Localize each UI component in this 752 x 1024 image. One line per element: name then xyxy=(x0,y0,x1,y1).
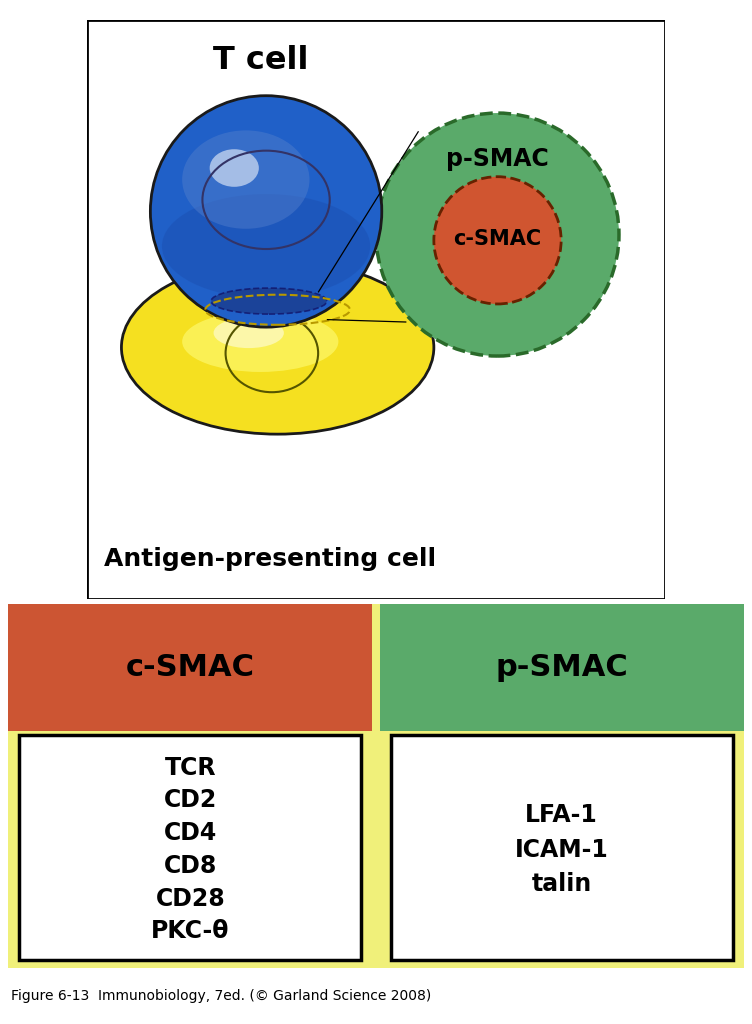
Text: p-SMAC: p-SMAC xyxy=(446,147,549,171)
Ellipse shape xyxy=(121,260,434,434)
Bar xyxy=(8,604,372,731)
Text: TCR: TCR xyxy=(165,756,216,779)
Text: PKC-θ: PKC-θ xyxy=(151,920,229,943)
Text: p-SMAC: p-SMAC xyxy=(496,653,628,682)
Ellipse shape xyxy=(182,311,338,372)
Bar xyxy=(19,735,361,961)
Circle shape xyxy=(150,95,382,327)
Ellipse shape xyxy=(211,288,327,314)
Bar xyxy=(380,604,744,731)
Text: LFA-1: LFA-1 xyxy=(526,803,598,827)
Text: ICAM-1: ICAM-1 xyxy=(515,838,608,861)
Text: Figure 6-13  Immunobiology, 7ed. (© Garland Science 2008): Figure 6-13 Immunobiology, 7ed. (© Garla… xyxy=(11,989,432,1002)
Ellipse shape xyxy=(210,150,259,186)
Ellipse shape xyxy=(214,317,284,348)
Text: talin: talin xyxy=(532,872,592,896)
Text: c-SMAC: c-SMAC xyxy=(453,229,541,249)
Ellipse shape xyxy=(182,130,310,228)
Text: Antigen-presenting cell: Antigen-presenting cell xyxy=(104,547,436,570)
Text: CD8: CD8 xyxy=(164,854,217,878)
Ellipse shape xyxy=(162,195,370,298)
Text: T cell: T cell xyxy=(213,45,308,77)
Circle shape xyxy=(376,113,619,356)
Bar xyxy=(391,735,733,961)
Circle shape xyxy=(434,177,561,304)
Text: CD2: CD2 xyxy=(164,788,217,812)
Text: CD28: CD28 xyxy=(156,887,225,910)
Text: c-SMAC: c-SMAC xyxy=(126,653,255,682)
Text: CD4: CD4 xyxy=(164,821,217,845)
